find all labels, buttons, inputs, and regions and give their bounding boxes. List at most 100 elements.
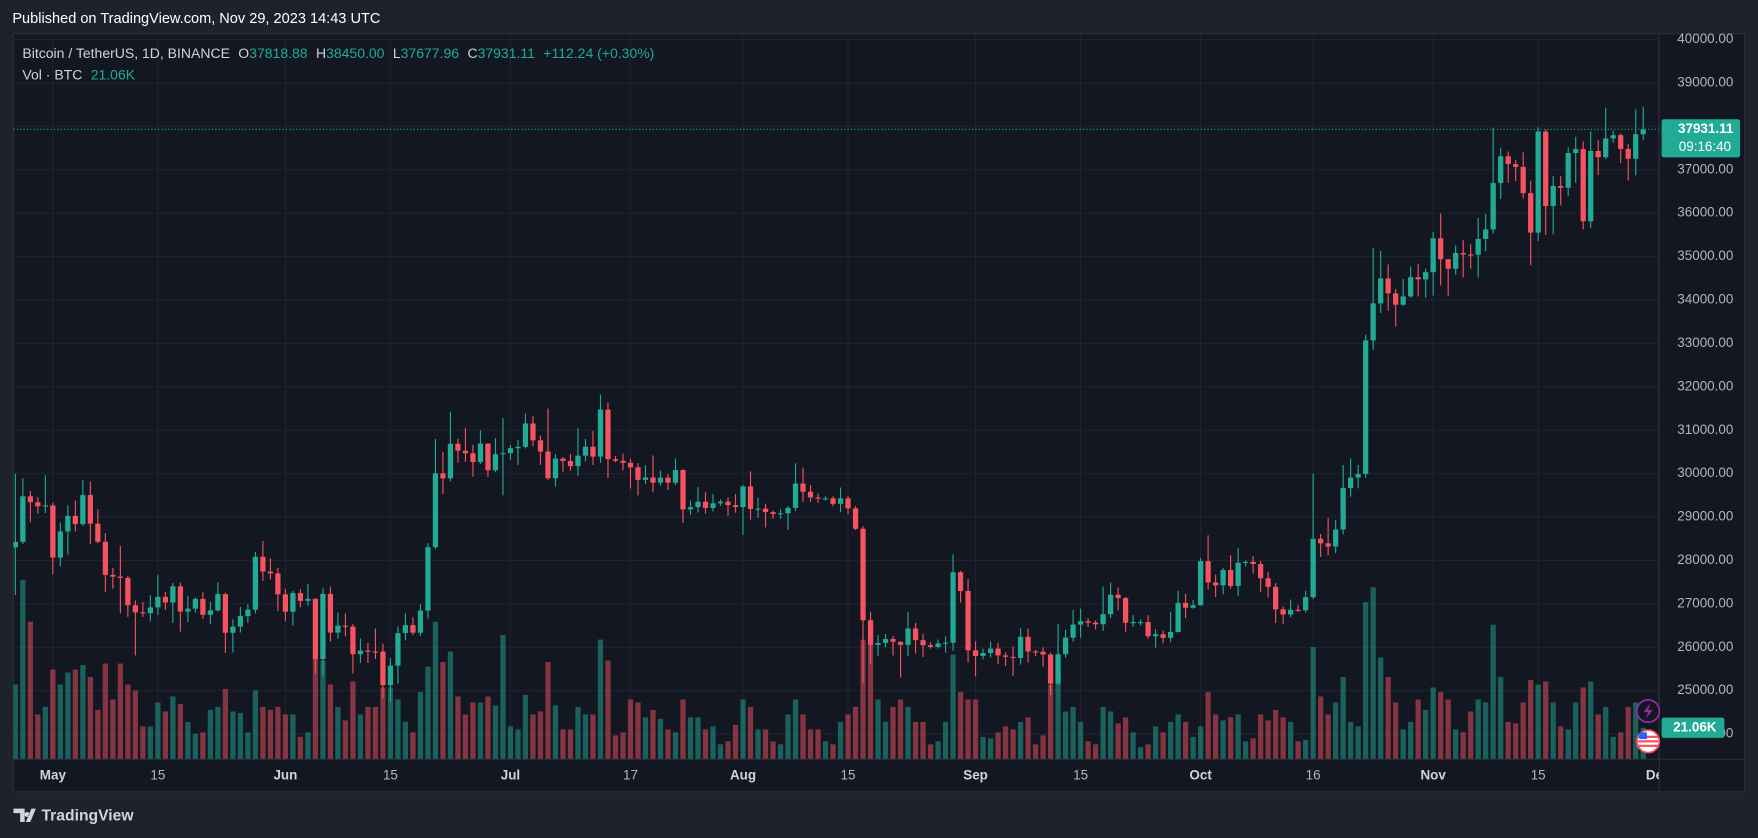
volume-tag-label: 21.06K [1673,719,1717,734]
candle-body [860,528,866,621]
candle-body [1303,597,1309,611]
candle-body [410,625,416,633]
candle-body [650,477,656,483]
flag-stripe [1638,744,1659,747]
candle-body [852,508,859,529]
candle-body [455,443,461,451]
volume-bar [1250,738,1256,760]
volume-bar [957,691,964,760]
volume-bar [590,714,596,760]
volume-bar [1310,647,1316,760]
volume-bar [897,699,904,760]
candle-body [1498,156,1504,184]
candle-body [440,473,446,479]
candle-body [57,531,63,558]
time-axis: May 15 Jun 15 Jul 17 Aug 15 Sep 15 Oct 16 Nov 15 Dec [40,768,1671,783]
candle-body [1355,473,1361,478]
candle-body [87,495,93,524]
volume-bar [905,706,911,760]
candle-body [530,423,536,441]
volume-bar [327,684,334,760]
legend-line: Bitcoin / TetherUS, 1D, BINANCE O37818.8… [22,45,654,61]
volume-bar [852,706,859,760]
y-tick-label: 33000.00 [1677,335,1733,350]
candle-body [1423,272,1429,280]
chart-frame [12,33,1746,793]
volume-bar [1273,709,1279,760]
candle-body [237,616,244,627]
economic-events-icon[interactable] [1636,729,1661,754]
volume-bar [1415,699,1421,760]
volume-bar [1092,744,1099,760]
x-tick-label: 15 [150,768,165,783]
candle-body [185,608,191,612]
candle-body [1490,183,1496,230]
volume-bar [980,736,986,760]
footer-logo[interactable]: TradingView [13,808,134,825]
candle-body [1468,254,1474,256]
volume-bar [1618,732,1624,760]
volume-bar [1130,732,1136,760]
candle-body [1618,135,1624,149]
volume-bar [500,635,506,760]
volume-bar [1137,747,1144,760]
volume-bar [297,736,304,760]
candle-body [1137,622,1144,624]
tags: 37931.11 09:16:40 21.06K [1661,119,1741,738]
candle-body [1010,656,1016,658]
candle-body [500,453,506,455]
candle-body [657,477,664,483]
volume-bar [1348,721,1354,760]
published-note: Published on TradingView.com, Nov 29, 20… [12,11,380,27]
volume-bar [1445,699,1451,760]
candle-body [747,486,754,509]
events-icon[interactable] [1636,699,1661,724]
y-tick-label: 25000.00 [1677,682,1733,697]
candle-body [1167,631,1174,638]
candle-body [1633,134,1639,159]
candle-body [1040,651,1046,655]
candle-body [357,650,364,655]
volume-bar [342,720,349,760]
candle-body [1025,636,1031,652]
legend-symbol: Bitcoin / TetherUS, 1D, BINANCE [22,45,229,61]
y-tick-label: 34000.00 [1677,292,1733,307]
volume-bar [1543,681,1549,760]
volume-bar [762,729,769,760]
candle-body [1610,135,1616,139]
volume-bar [1295,741,1301,760]
candle-body [177,586,184,612]
volume-bar [740,699,746,760]
candle-body [192,598,199,609]
volume-bar [102,663,108,760]
volume-bar [350,681,356,760]
volume-bar [35,714,41,760]
x-tick-label: Dec [1646,768,1671,783]
candle-body [470,453,476,463]
legend-value: 37677.96 [401,45,460,61]
candle-body [402,625,409,634]
candle-body [335,625,341,633]
volume-bar [410,732,416,760]
candle-body [1325,543,1331,547]
candle-body [342,625,349,627]
volume-bar [807,729,814,760]
candle-body [1258,564,1264,579]
volume-bar [627,699,634,760]
candle-body [42,505,48,507]
volume-bar [1288,721,1294,760]
volume-bar [185,721,191,760]
candle-body [27,496,33,503]
volume-bar [657,718,664,760]
y-tick-label: 29000.00 [1677,509,1733,524]
candle-body [485,443,491,471]
candle-body [1122,598,1129,623]
candle-body [545,451,551,479]
volume-bar [987,738,994,760]
volume-bar [927,744,934,760]
candle-body [687,507,694,510]
y-tick-label: 31000.00 [1677,422,1733,437]
x-tick-label: 15 [383,768,398,783]
candle-body [1280,609,1286,615]
